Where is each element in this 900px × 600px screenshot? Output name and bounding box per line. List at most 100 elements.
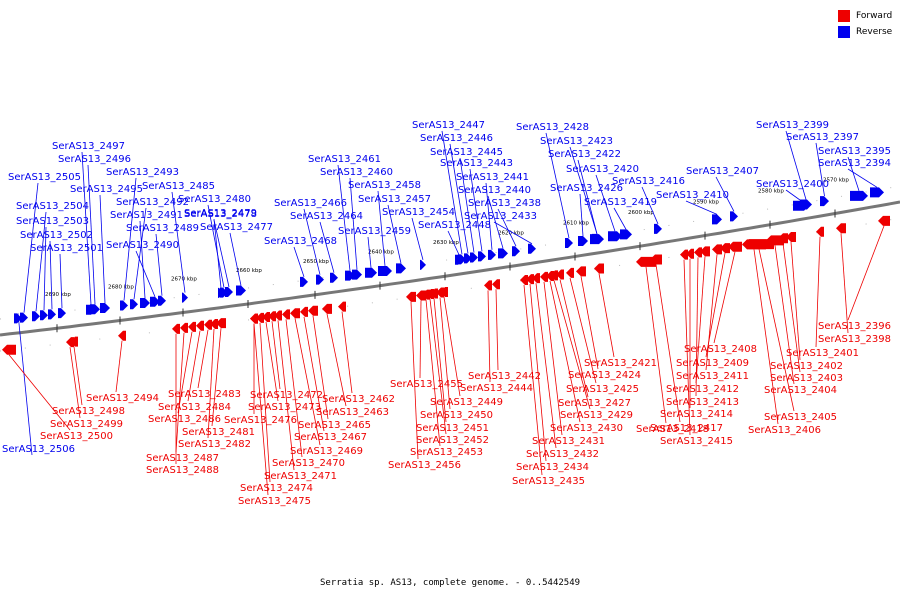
forward-leader (705, 254, 718, 371)
reverse-gene-label: SerAS13_2399 (756, 120, 829, 131)
forward-leader (312, 315, 329, 420)
reverse-gene-label: SerAS13_2477 (200, 222, 273, 233)
reverse-gene (86, 304, 96, 315)
reverse-gene-label: SerAS13_2495 (70, 184, 143, 195)
reverse-gene (236, 285, 246, 296)
scale-ticks: 2690 kbp 2680 kbp 2670 kbp 2660 kbp 2650 kbp… (45, 177, 849, 333)
forward-gene-label: SerAS13_2412 (666, 384, 739, 395)
forward-leader (8, 354, 71, 431)
reverse-gene (654, 223, 662, 234)
reverse-gene (182, 292, 188, 303)
reverse-leader (411, 217, 424, 261)
forward-gene-label: SerAS13_2481 (182, 427, 255, 438)
forward-leader (598, 273, 615, 358)
forward-leader (695, 257, 699, 397)
reverse-leader (469, 168, 483, 252)
forward-gene (636, 256, 656, 267)
reverse-gene-label: SerAS13_2422 (548, 149, 621, 160)
reverse-leader (595, 174, 616, 232)
forward-leader (535, 283, 557, 449)
forward-gene-label: SerAS13_2425 (566, 384, 639, 395)
reverse-genes (14, 187, 884, 324)
forward-leader (847, 225, 885, 321)
forward-leader (645, 266, 667, 424)
forward-leader (429, 298, 447, 435)
scale-tick-label: 2620 kbp (498, 231, 524, 237)
forward-gene (416, 290, 426, 301)
scale-tick-label: 2610 kbp (563, 220, 589, 226)
reverse-leader (387, 204, 402, 264)
forward-leader (73, 346, 83, 406)
forward-leader (294, 318, 321, 446)
forward-gene-label: SerAS13_2411 (676, 371, 749, 382)
scale-tick-label: 2590 kbp (693, 200, 719, 206)
forward-leader (753, 249, 779, 425)
reverse-leader (685, 200, 718, 215)
reverse-gene-label: SerAS13_2503 (16, 216, 89, 227)
reverse-gene-label: SerAS13_2492 (116, 197, 189, 208)
reverse-gene (150, 296, 160, 307)
reverse-gene-label: SerAS13_2460 (320, 167, 393, 178)
reverse-gene-label: SerAS13_2447 (412, 120, 485, 131)
forward-gene-label: SerAS13_2499 (50, 419, 123, 430)
forward-gene (188, 321, 196, 332)
reverse-leader (133, 207, 147, 300)
reverse-leader (155, 233, 163, 296)
reverse-gene-label: SerAS13_2416 (612, 176, 685, 187)
reverse-leader (847, 156, 860, 191)
forward-gene (2, 344, 16, 355)
reverse-gene (420, 259, 426, 270)
reverse-leader (441, 130, 463, 255)
reverse-gene-label: SerAS13_2480 (178, 194, 251, 205)
reverse-gene (220, 287, 228, 298)
reverse-gene-label: SerAS13_2497 (52, 141, 125, 152)
forward-gene-label: SerAS13_2487 (146, 453, 219, 464)
forward-gene-label: SerAS13_2435 (512, 476, 585, 487)
genome-backbone (0, 200, 900, 337)
forward-gene (118, 330, 126, 341)
forward-leader (569, 277, 597, 384)
forward-leader (559, 279, 589, 398)
forward-gene (250, 313, 258, 324)
forward-leader (419, 300, 422, 379)
reverse-leader (123, 177, 137, 301)
forward-leader (487, 290, 491, 383)
reverse-gene-label: SerAS13_2490 (106, 240, 179, 251)
reverse-leader (377, 190, 386, 266)
reverse-gene (120, 300, 128, 311)
reverse-leader (213, 219, 230, 288)
reverse-gene-label: SerAS13_2506 (2, 444, 75, 455)
reverse-gene-label: SerAS13_2461 (308, 154, 381, 165)
forward-leader (495, 289, 499, 371)
forward-gene (484, 280, 492, 291)
forward-gene (322, 303, 332, 314)
reverse-gene (352, 269, 362, 280)
forward-gene (540, 271, 548, 282)
reverse-gene-label: SerAS13_2400 (756, 179, 829, 190)
forward-gene-label: SerAS13_2451 (416, 423, 489, 434)
forward-gene-label: SerAS13_2415 (660, 436, 733, 447)
reverse-leader (447, 230, 460, 255)
forward-gene (836, 223, 846, 234)
forward-gene-label: SerAS13_2424 (568, 370, 641, 381)
reverse-leader (43, 226, 47, 311)
scale-tick-label: 2690 kbp (45, 292, 71, 298)
forward-gene-label: SerAS13_2488 (146, 465, 219, 476)
reverse-leader (139, 220, 146, 299)
reverse-gene (620, 229, 632, 240)
forward-gene-label: SerAS13_2401 (786, 348, 859, 359)
forward-gene (338, 301, 346, 312)
reverse-leader (303, 208, 321, 275)
forward-gene-label: SerAS13_2456 (388, 460, 461, 471)
forward-gene-label: SerAS13_2405 (764, 412, 837, 423)
reverse-gene (498, 248, 508, 259)
reverse-leader (459, 157, 475, 253)
reverse-leader (613, 207, 627, 230)
scale-tick-label: 2660 kbp (236, 268, 262, 274)
forward-gene-label: SerAS13_2455 (390, 379, 463, 390)
reverse-gene (345, 270, 355, 281)
reverse-gene (512, 246, 520, 257)
forward-gene-label: SerAS13_2421 (584, 358, 657, 369)
forward-gene (66, 337, 74, 348)
reverse-leader (715, 176, 735, 212)
